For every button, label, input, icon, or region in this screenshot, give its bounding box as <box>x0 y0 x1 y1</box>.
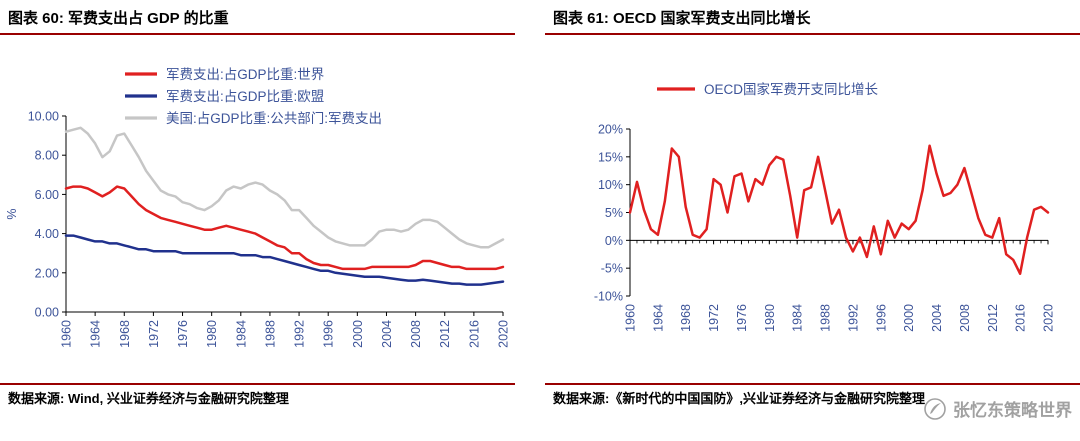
left-chart-title: 图表 60: 军费支出占 GDP 的比重 <box>8 10 229 27</box>
y-axis-title: % <box>5 208 19 219</box>
x-tick-label: 2012 <box>986 304 1000 332</box>
left-panel: 图表 60: 军费支出占 GDP 的比重 10.00 8.00 6.00 4.00 2.… <box>0 0 515 441</box>
x-tick-label: 2020 <box>1042 304 1056 332</box>
x-axis-labels: 1960 1964 1968 1972 1976 1980 1984 1988 1992 1996… <box>60 320 511 348</box>
left-data-source: 数据来源: Wind, 兴业证券经济与金融研究院整理 <box>8 391 289 406</box>
x-tick-label: 2016 <box>1014 304 1028 332</box>
x-tick-label: 1988 <box>819 304 833 332</box>
y-tick-label: 10% <box>598 178 623 192</box>
y-tick-label: -5% <box>601 262 623 276</box>
legend-label-0: 军费支出:占GDP比重:世界 <box>166 67 324 82</box>
y-tick-label: -10% <box>594 290 623 304</box>
x-tick-label: 1976 <box>176 320 190 348</box>
x-tick-label: 1964 <box>651 304 665 332</box>
x-tick-label: 1968 <box>118 320 132 348</box>
y-tick-label: 0.00 <box>35 306 59 320</box>
right-data-source: 数据来源:《新时代的中国国防》,兴业证券经济与金融研究院整理 <box>553 391 925 406</box>
y-tick-label: 0% <box>605 234 623 248</box>
x-tick-label: 1980 <box>763 304 777 332</box>
x-tick-label: 1984 <box>791 304 805 332</box>
x-tick-label: 1996 <box>874 304 888 332</box>
right-chart-title: 图表 61: OECD 国家军费支出同比增长 <box>553 10 811 27</box>
x-tick-label: 1960 <box>60 320 74 348</box>
x-tick-label: 2008 <box>958 304 972 332</box>
x-tick-label: 1976 <box>735 304 749 332</box>
x-tick-label: 1992 <box>846 304 860 332</box>
axes <box>62 115 504 316</box>
x-tick-label: 1960 <box>624 304 638 332</box>
x-tick-label: 2012 <box>438 320 452 348</box>
x-tick-label: 2008 <box>409 320 423 348</box>
x-tick-label: 1972 <box>147 320 161 348</box>
series-line-1 <box>64 234 505 286</box>
right-panel: 图表 61: OECD 国家军费支出同比增长 20% 15% 10% 5% 0% -5% -… <box>545 0 1080 441</box>
y-axis-labels: 20% 15% 10% 5% 0% -5% -10% <box>594 123 623 304</box>
x-tick-label: 1984 <box>234 320 248 348</box>
legend-label-1: 军费支出:占GDP比重:欧盟 <box>166 89 324 104</box>
y-tick-label: 20% <box>598 123 623 137</box>
y-tick-label: 4.00 <box>35 227 59 241</box>
x-tick-label: 2020 <box>497 320 511 348</box>
x-tick-label: 2004 <box>930 304 944 332</box>
x-tick-label: 1996 <box>322 320 336 348</box>
left-footer-rule <box>0 383 515 385</box>
right-footer-rule <box>545 383 1080 385</box>
x-tick-label: 1972 <box>707 304 721 332</box>
x-tick-label: 2016 <box>467 320 481 348</box>
y-tick-label: 15% <box>598 150 623 164</box>
x-tick-label: 1980 <box>205 320 219 348</box>
x-tick-label: 2000 <box>902 304 916 332</box>
series-line-0 <box>64 185 505 271</box>
right-title-rule <box>545 33 1080 35</box>
y-tick-label: 10.00 <box>28 110 59 124</box>
y-axis-labels: 10.00 8.00 6.00 4.00 2.00 0.00 <box>28 110 59 320</box>
series-line-2 <box>64 126 505 249</box>
x-axis-labels: 1960 1964 1968 1972 1976 1980 1984 1988 1992 1996… <box>624 304 1056 332</box>
oecd-growth-line-chart: 20% 15% 10% 5% 0% -5% -10%1960 1964 1968 1972 1976… <box>594 81 1056 332</box>
x-tick-label: 1992 <box>293 320 307 348</box>
y-tick-label: 8.00 <box>35 149 59 163</box>
y-tick-label: 2.00 <box>35 266 59 280</box>
legend-label-2: 美国:占GDP比重:公共部门:军费支出 <box>166 111 382 126</box>
legend-label-0: OECD国家军费开支同比增长 <box>704 81 879 97</box>
x-tick-label: 2000 <box>351 320 365 348</box>
series-line-0 <box>628 144 1050 275</box>
y-tick-label: 5% <box>605 206 623 220</box>
left-title-rule <box>0 33 515 35</box>
y-tick-label: 6.00 <box>35 188 59 202</box>
x-tick-label: 1968 <box>679 304 693 332</box>
x-tick-label: 1988 <box>263 320 277 348</box>
x-tick-label: 1964 <box>89 320 103 348</box>
x-tick-label: 2004 <box>380 320 394 348</box>
